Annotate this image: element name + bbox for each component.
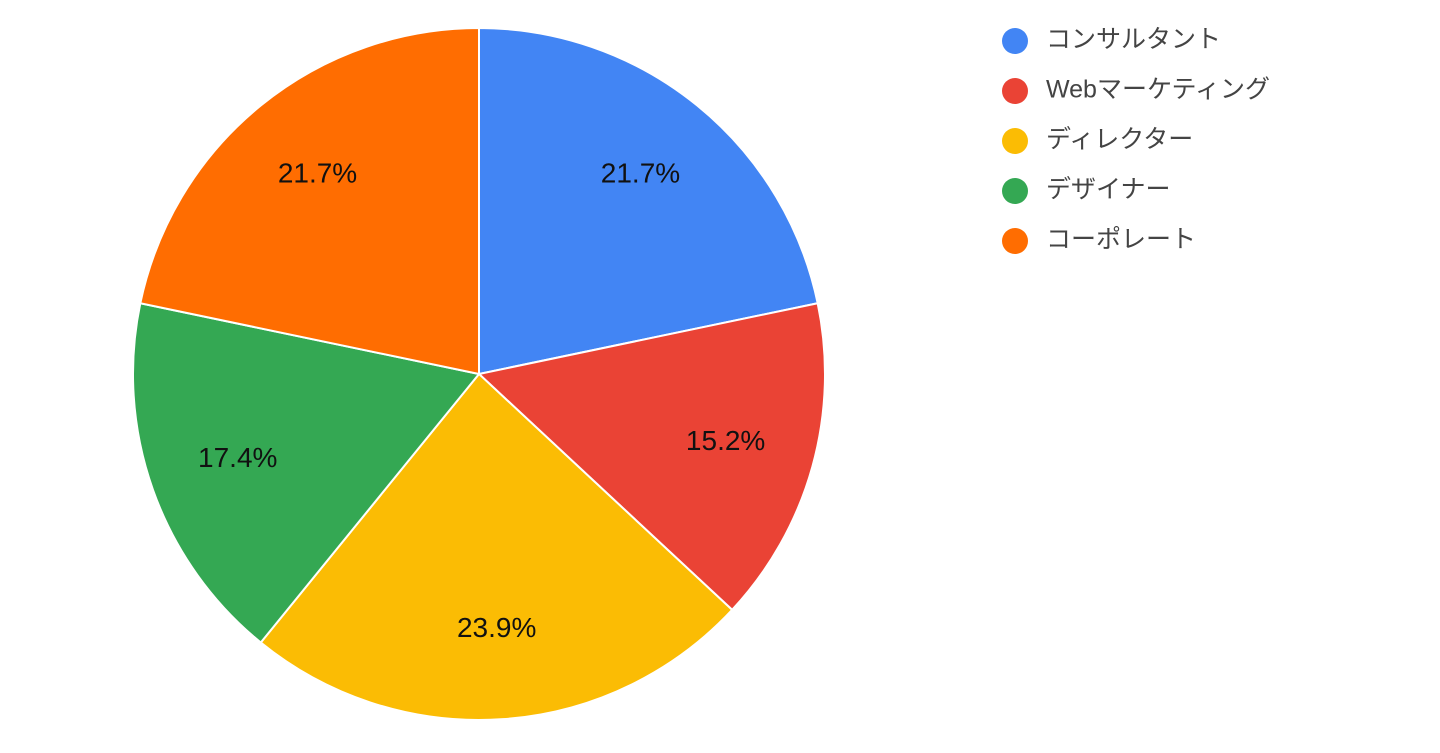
legend-marker	[1002, 28, 1028, 54]
legend-marker	[1002, 178, 1028, 204]
pie-slice	[139, 26, 480, 376]
pie-slice	[132, 302, 481, 644]
slice-label: 17.4%	[198, 442, 277, 473]
legend-marker	[1002, 128, 1028, 154]
legend-label: デザイナー	[1046, 176, 1171, 204]
slice-label: 21.7%	[278, 158, 357, 189]
pie-slice	[259, 372, 734, 721]
pie-slice	[478, 26, 819, 376]
pie-slice	[476, 302, 826, 612]
slice-label: 15.2%	[686, 425, 765, 456]
legend-label: コーポレート	[1046, 226, 1196, 254]
legend-label: Webマーケティング	[1046, 76, 1270, 104]
slice-label: 21.7%	[601, 158, 680, 189]
legend-marker	[1002, 228, 1028, 254]
slice-label: 23.9%	[457, 612, 536, 643]
legend-label: ディレクター	[1046, 126, 1193, 154]
legend-label: コンサルタント	[1046, 26, 1221, 54]
legend-marker	[1002, 78, 1028, 104]
